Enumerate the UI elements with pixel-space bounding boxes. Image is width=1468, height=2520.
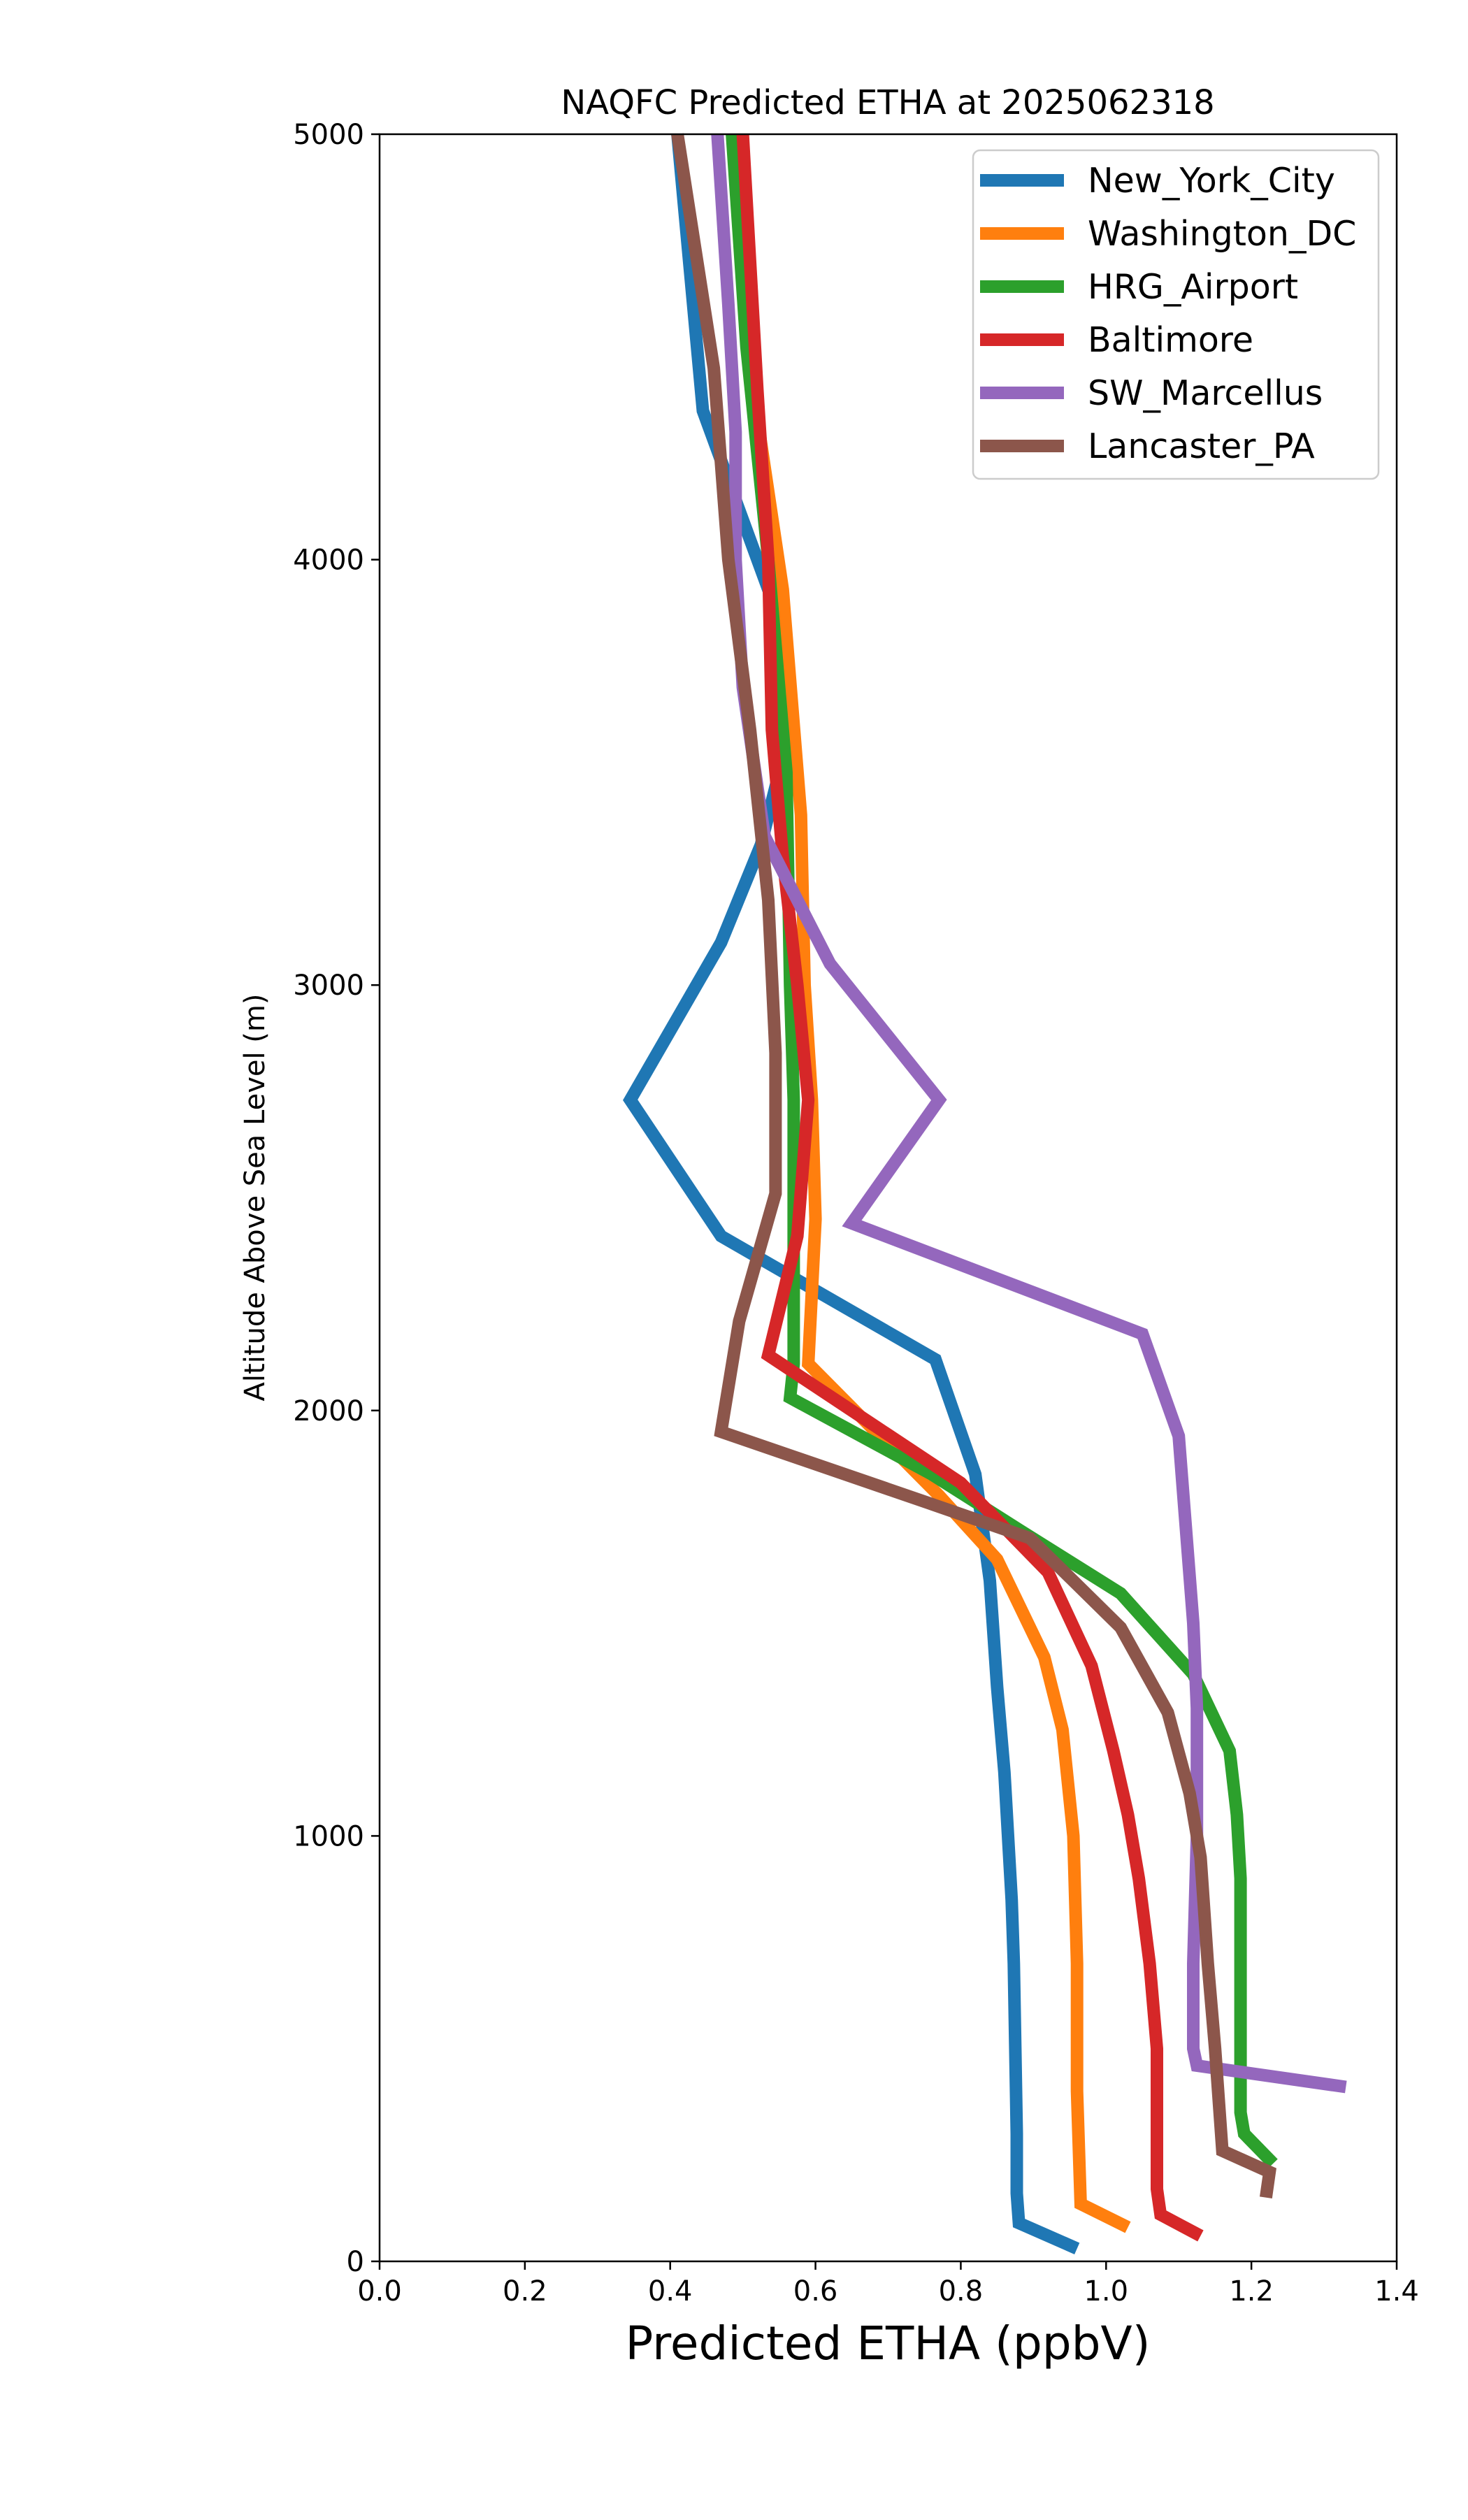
- series-layer: [623, 133, 1347, 2254]
- legend-label-lancaster-pa: Lancaster_PA: [1088, 426, 1315, 466]
- x-tick-label: 0.4: [648, 2275, 693, 2307]
- x-tick-label: 0.2: [503, 2275, 547, 2307]
- y-tick-label: 3000: [293, 970, 364, 1002]
- y-tick-label: 5000: [293, 119, 364, 151]
- legend-label-baltimore: Baltimore: [1088, 320, 1253, 360]
- x-tick-label: 1.0: [1084, 2275, 1128, 2307]
- y-tick-label: 4000: [293, 545, 364, 577]
- legend-label-sw-marcellus: SW_Marcellus: [1088, 373, 1323, 413]
- x-axis-ticks: 0.0 0.2 0.4 0.6 0.8 1.0 1.2 1.4: [357, 2261, 1419, 2307]
- x-axis-label: Predicted ETHA (ppbV): [626, 2317, 1151, 2370]
- y-tick-label: 0: [347, 2246, 364, 2278]
- series-line-lancaster-pa: [671, 133, 1276, 2198]
- legend-label-new-york-city: New_York_City: [1088, 161, 1335, 201]
- y-tick-label: 1000: [293, 1820, 364, 1852]
- x-tick-label: 0.0: [357, 2275, 402, 2307]
- legend-label-washington-dc: Washington_DC: [1088, 214, 1356, 254]
- legend-label-hrg-airport: HRG_Airport: [1088, 267, 1298, 307]
- x-tick-label: 0.6: [793, 2275, 838, 2307]
- legend-frame: [972, 149, 1380, 480]
- y-tick-label: 2000: [293, 1395, 364, 1427]
- chart-title: NAQFC Predicted ETHA at 2025062318: [561, 83, 1214, 122]
- plot-frame: [378, 133, 1398, 2263]
- series-line-washington-dc: [733, 134, 1131, 2233]
- y-axis-label: Altitude Above Sea Level (m): [239, 994, 271, 1402]
- y-axis-ticks: 0 1000 2000 3000 4000 5000: [293, 119, 380, 2278]
- legend-entries: New_York_City Washington_DC HRG_Airport Bal…: [980, 161, 1356, 466]
- x-tick-label: 0.8: [939, 2275, 984, 2307]
- series-line-sw-marcellus: [711, 134, 1347, 2094]
- x-tick-label: 1.2: [1229, 2275, 1274, 2307]
- x-tick-label: 1.4: [1374, 2275, 1419, 2307]
- legend: New_York_City Washington_DC HRG_Airport Bal…: [972, 149, 1380, 480]
